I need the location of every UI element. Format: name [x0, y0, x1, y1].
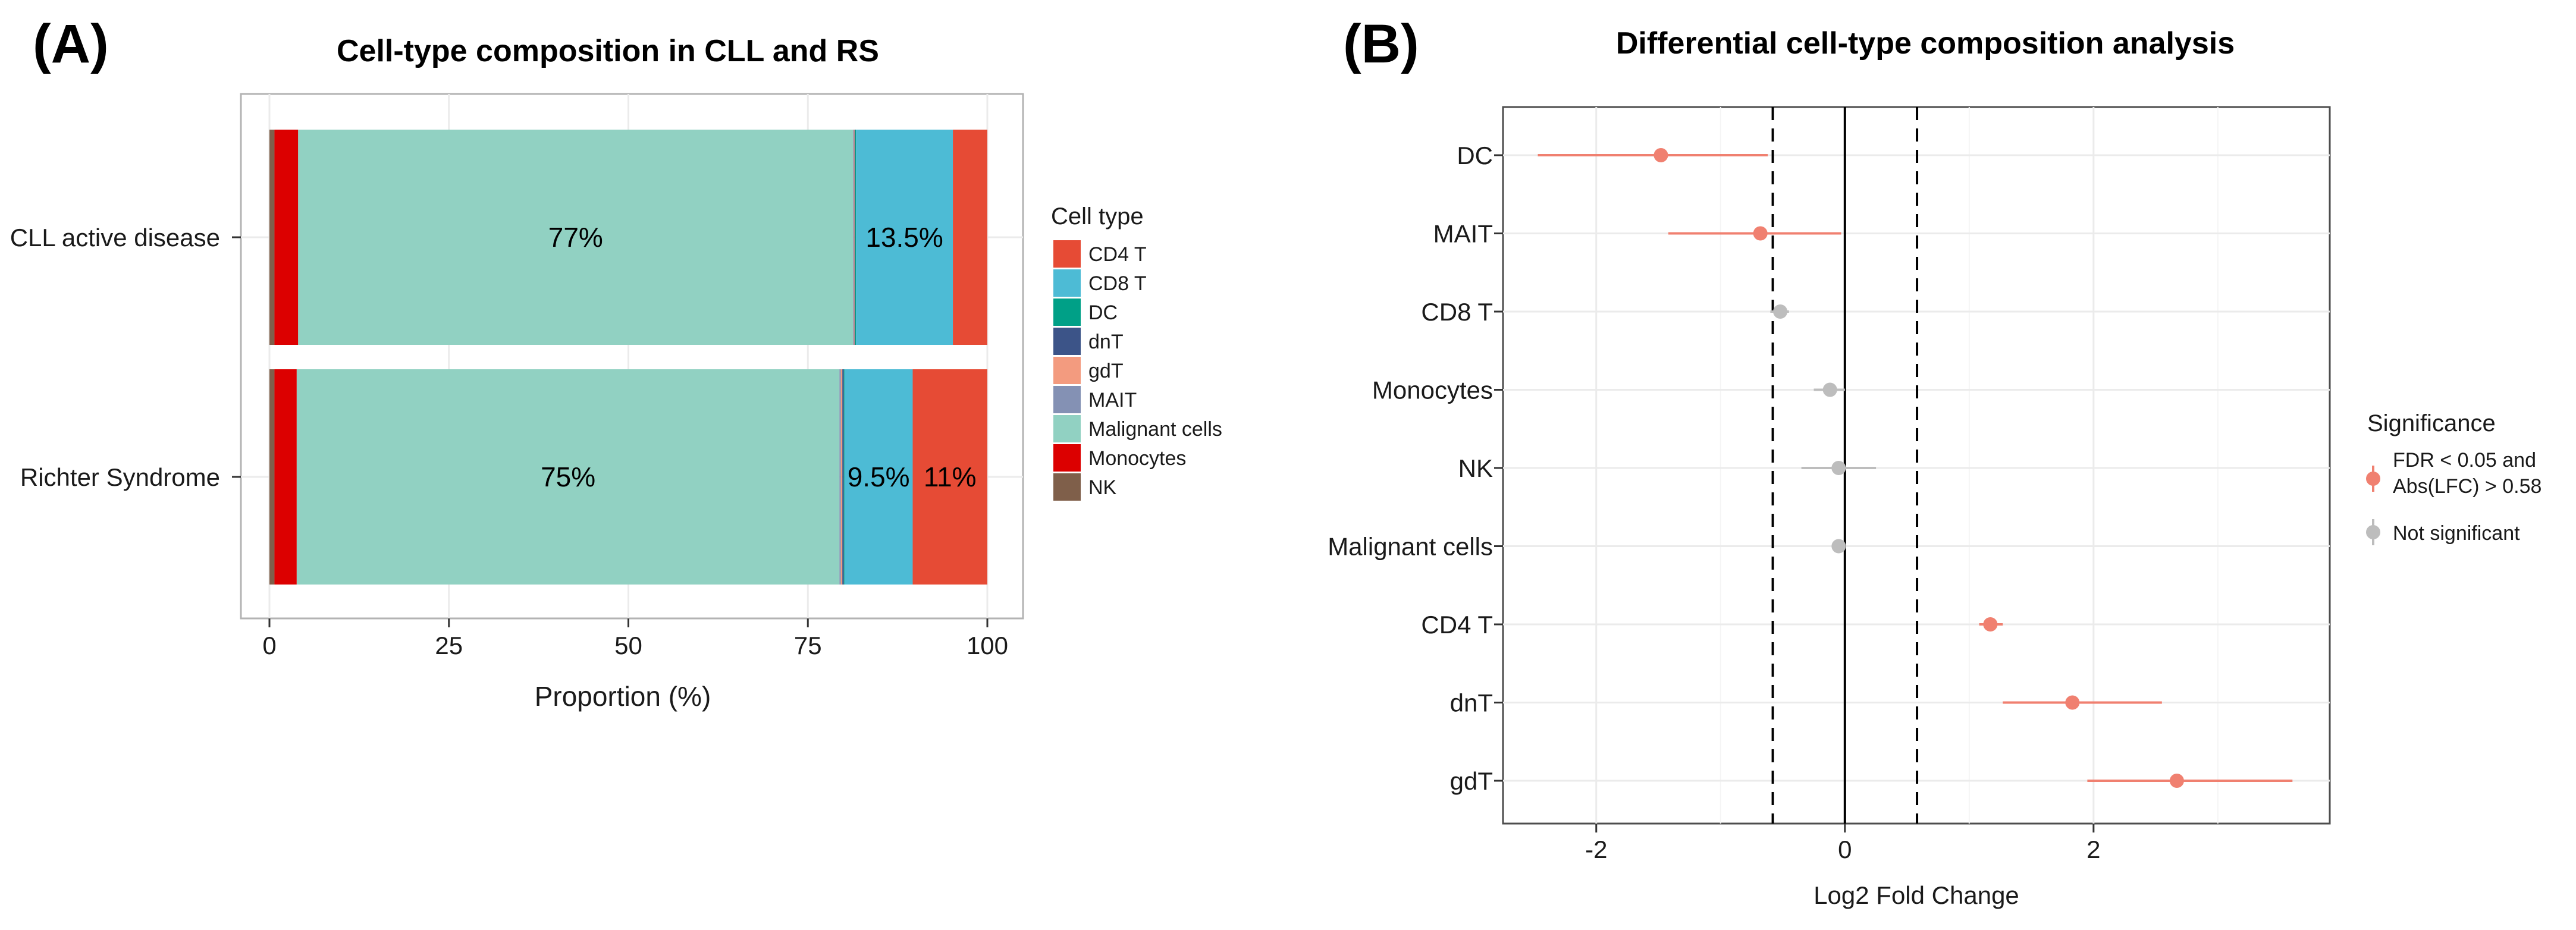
bar-cll-active-disease-malignant-cells: [298, 130, 854, 345]
y-tick-label-nk: NK: [1458, 454, 1493, 482]
legend-swatch-dc: [1053, 299, 1081, 326]
legend-label-monocytes: Monocytes: [1088, 447, 1186, 470]
bar-richter-syndrome-cd4-t: [912, 369, 987, 585]
bar-richter-syndrome-cd8-t: [844, 369, 913, 585]
bar-cll-active-disease-cd8-t: [856, 130, 953, 345]
point-cd8-t: [1773, 304, 1788, 319]
bar-cll-active-disease-cd4-t: [953, 130, 987, 345]
panel-a-title: Cell-type composition in CLL and RS: [337, 34, 879, 68]
y-tick-label-monocytes: Monocytes: [1372, 376, 1493, 404]
bar-richter-syndrome-gdt: [840, 369, 843, 585]
legend-swatch-monocytes: [1053, 444, 1081, 472]
panel-b-y-ticks: DC MAIT CD8 T Monocytes NK Malignant cells CD4…: [1328, 142, 1503, 795]
legend-label-malignant-cells: Malignant cells: [1088, 418, 1222, 441]
data-label-richter-syndrome-cd4-t: 11%: [924, 461, 977, 492]
data-label-richter-syndrome-malignant-cells: 75%: [541, 461, 595, 492]
legend-label-dnt: dnT: [1088, 331, 1124, 353]
y-tick-label-richter-syndrome: Richter Syndrome: [20, 463, 220, 491]
legend-swatch-malignant-cells: [1053, 415, 1081, 442]
panel-a-label: (A): [33, 14, 109, 74]
legend-key-point-ns: [2366, 525, 2380, 539]
legend-swatch-dnt: [1053, 328, 1081, 355]
legend-label-ns-line-0: Not significant: [2393, 522, 2520, 545]
legend-label-nk: NK: [1088, 476, 1117, 499]
bar-cll-active-disease-dc: [855, 130, 856, 345]
x-tick-label-1: 25: [435, 631, 463, 659]
bar-cll-active-disease-monocytes: [274, 130, 299, 345]
legend-label-dc: DC: [1088, 301, 1118, 324]
panel-b-legend-title: Significance: [2367, 410, 2496, 436]
point-cd4-t: [1983, 617, 1998, 631]
point-malignant-cells: [1831, 539, 1846, 554]
x-tick-label-2: 50: [614, 631, 642, 659]
y-tick-label-cll-active-disease: CLL active disease: [10, 224, 220, 252]
panel-b-title: Differential cell-type composition analy…: [1616, 26, 2235, 61]
y-tick-label-dnt: dnT: [1450, 689, 1493, 717]
x-tick-label-0: -2: [1585, 835, 1607, 863]
bar-richter-syndrome-mait: [839, 369, 841, 585]
panel-b-x-axis-label: Log2 Fold Change: [1813, 881, 2019, 909]
legend-label-gdt: gdT: [1088, 360, 1124, 382]
legend-label-cd8-t: CD8 T: [1088, 272, 1147, 295]
panel-a-x-ticks: 0 25 50 75 100: [262, 618, 1008, 659]
y-tick-label-gdt: gdT: [1450, 767, 1493, 795]
data-label-richter-syndrome-cd8-t: 9.5%: [848, 461, 910, 492]
legend-swatch-mait: [1053, 386, 1081, 413]
data-label-cll-active-disease-malignant-cells: 77%: [548, 222, 603, 253]
bar-cll-active-disease-nk: [269, 130, 275, 345]
legend-label-sig-line-1: Abs(LFC) > 0.58: [2393, 475, 2542, 498]
point-dc: [1653, 148, 1668, 162]
bar-cll-active-disease-mait: [853, 130, 854, 345]
panel-a-y-ticks: CLL active disease Richter Syndrome: [10, 224, 241, 491]
panel-b-chart: Differential cell-type composition analy…: [1328, 26, 2542, 909]
legend-label-mait: MAIT: [1088, 389, 1137, 411]
data-label-cll-active-disease-cd8-t: 13.5%: [865, 222, 943, 253]
legend-label-sig-line-0: FDR < 0.05 and: [2393, 449, 2536, 472]
legend-swatch-cd4-t: [1053, 240, 1081, 268]
panel-b-legend: Significance FDR < 0.05 and Abs(LFC) > 0.…: [2366, 410, 2542, 545]
y-tick-label-cd4-t: CD4 T: [1421, 611, 1493, 639]
x-tick-label-1: 0: [1838, 835, 1852, 863]
x-tick-label-4: 100: [967, 631, 1008, 659]
bar-richter-syndrome-nk: [269, 369, 275, 585]
y-tick-label-mait: MAIT: [1433, 220, 1493, 248]
point-mait: [1753, 226, 1768, 241]
panel-a-legend-title: Cell type: [1051, 203, 1144, 230]
panel-a-x-axis-label: Proportion (%): [535, 681, 711, 712]
point-gdt: [2169, 774, 2184, 788]
panel-b-points: [1538, 148, 2293, 788]
panel-a-chart: Cell-type composition in CLL and RS 77% 1…: [10, 34, 1222, 712]
point-dnt: [2065, 695, 2080, 710]
x-tick-label-0: 0: [262, 631, 276, 659]
panel-b-x-ticks: -2 0 2: [1585, 824, 2101, 863]
y-tick-label-cd8-t: CD8 T: [1421, 298, 1493, 326]
x-tick-label-2: 2: [2086, 835, 2100, 863]
panel-a-legend: Cell type CD4 T CD8 T DC dnT gdT MAIT Malignan…: [1051, 203, 1222, 501]
x-tick-label-3: 75: [794, 631, 822, 659]
legend-key-point-sig: [2366, 472, 2380, 486]
y-tick-label-dc: DC: [1457, 142, 1493, 169]
bar-richter-syndrome-monocytes: [274, 369, 297, 585]
point-nk: [1831, 461, 1846, 475]
panel-a-bars: [269, 130, 987, 585]
bar-richter-syndrome-dc: [843, 369, 845, 585]
legend-label-cd4-t: CD4 T: [1088, 243, 1147, 266]
bar-richter-syndrome-dnt: [842, 369, 844, 585]
y-tick-label-malignant-cells: Malignant cells: [1328, 533, 1493, 561]
panel-a-data-labels: 77% 13.5% 75% 9.5% 11%: [541, 222, 976, 492]
bar-richter-syndrome-malignant-cells: [296, 369, 840, 585]
point-monocytes: [1822, 382, 1837, 397]
panel-b-label: (B): [1343, 14, 1419, 74]
legend-swatch-gdt: [1053, 357, 1081, 384]
legend-swatch-nk: [1053, 473, 1081, 501]
legend-swatch-cd8-t: [1053, 269, 1081, 297]
